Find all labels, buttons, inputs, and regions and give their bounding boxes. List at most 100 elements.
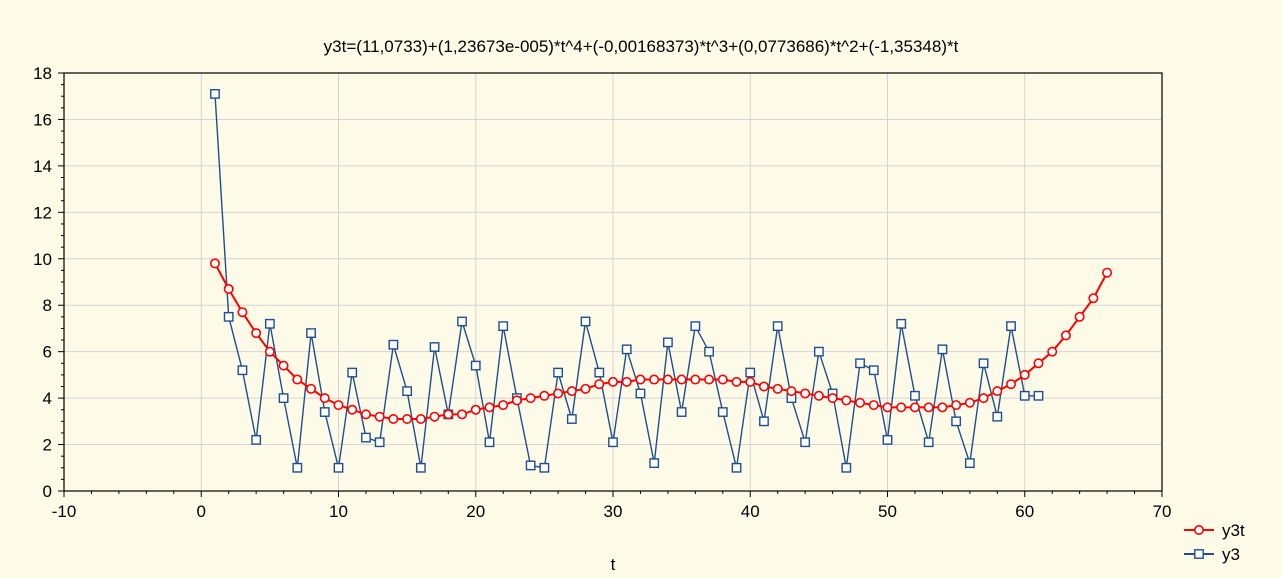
- y-tick-label: 6: [43, 343, 52, 362]
- legend-label-y3: y3: [1222, 545, 1240, 564]
- data-point-y3t: [594, 379, 605, 390]
- data-point-y3t: [1019, 369, 1030, 380]
- data-point-y3t: [635, 374, 646, 385]
- data-point-y3: [347, 367, 358, 378]
- data-point-y3: [553, 367, 564, 378]
- data-point-y3: [772, 321, 783, 332]
- data-point-y3: [635, 388, 646, 399]
- data-point-y3: [429, 342, 440, 352]
- y-tick-label: 14: [33, 157, 52, 176]
- data-point-y3: [621, 344, 632, 355]
- data-point-y3t: [292, 374, 303, 385]
- data-point-y3t: [457, 409, 468, 420]
- data-point-y3: [223, 311, 234, 322]
- y-tick-label: 0: [43, 482, 52, 501]
- data-point-y3t: [223, 283, 234, 294]
- data-point-y3: [855, 358, 865, 369]
- data-point-y3: [731, 462, 742, 473]
- data-point-y3: [663, 337, 673, 348]
- data-point-y3: [882, 435, 893, 445]
- series-y3: [210, 88, 1044, 473]
- x-axis-label: t: [611, 555, 616, 574]
- data-point-y3t: [662, 374, 673, 385]
- data-point-y3t: [607, 376, 618, 387]
- data-point-y3t: [717, 374, 728, 385]
- data-point-y3: [910, 390, 920, 401]
- data-point-y3t: [525, 393, 536, 404]
- data-point-y3t: [347, 404, 358, 415]
- data-point-y3: [566, 414, 577, 424]
- data-point-y3t: [415, 414, 426, 425]
- data-point-y3: [1019, 390, 1030, 401]
- y-tick-label: 12: [33, 203, 52, 222]
- data-point-y3t: [511, 395, 522, 406]
- data-point-y3: [333, 462, 344, 473]
- data-point-y3t: [964, 397, 975, 408]
- data-point-y3t: [992, 386, 1003, 397]
- data-point-y3: [539, 462, 550, 473]
- data-point-y3t: [786, 386, 797, 397]
- data-point-y3t: [1074, 311, 1085, 322]
- data-point-y3: [923, 437, 934, 448]
- data-point-y3: [841, 462, 852, 473]
- data-point-y3t: [800, 388, 811, 399]
- data-point-y3t: [882, 402, 893, 413]
- x-tick-label: 30: [604, 502, 623, 521]
- legend-marker-y3: [1194, 549, 1204, 559]
- x-tick-label: 70: [1153, 502, 1172, 521]
- legend-marker-y3t: [1194, 524, 1205, 535]
- data-point-y3t: [278, 360, 289, 371]
- x-tick-label: 20: [466, 502, 485, 521]
- x-tick-label: 10: [329, 502, 348, 521]
- data-point-y3: [498, 321, 509, 332]
- data-point-y3t: [772, 383, 783, 394]
- data-point-y3t: [333, 400, 344, 411]
- x-tick-label: 50: [878, 502, 897, 521]
- y-tick-label: 4: [43, 389, 52, 408]
- data-point-y3: [1006, 321, 1016, 332]
- data-point-y3t: [1088, 293, 1099, 304]
- data-point-y3: [319, 407, 330, 417]
- data-point-y3: [992, 411, 1003, 422]
- data-point-y3: [415, 462, 426, 473]
- data-point-y3t: [896, 402, 907, 413]
- data-point-y3t: [951, 400, 962, 411]
- data-point-y3t: [909, 402, 920, 413]
- data-point-y3t: [470, 404, 481, 415]
- series-layer: [209, 88, 1113, 473]
- data-point-y3: [896, 318, 907, 329]
- x-tick-label: -10: [52, 502, 77, 521]
- data-point-y3: [676, 407, 687, 417]
- data-point-y3: [292, 462, 303, 473]
- data-point-y3: [951, 416, 962, 427]
- data-point-y3t: [868, 400, 879, 411]
- data-point-y3: [704, 346, 714, 357]
- data-point-y3t: [827, 393, 838, 404]
- data-point-y3: [388, 339, 399, 350]
- data-point-y3: [237, 365, 248, 376]
- data-point-y3: [649, 458, 660, 469]
- data-point-y3: [608, 437, 618, 448]
- data-point-y3: [264, 318, 275, 329]
- data-point-y3: [457, 316, 467, 327]
- data-point-y3: [580, 316, 591, 327]
- data-point-y3t: [539, 390, 550, 401]
- data-point-y3: [1033, 390, 1044, 401]
- data-point-y3: [251, 435, 262, 445]
- data-point-y3t: [553, 388, 564, 399]
- data-point-y3: [361, 432, 371, 443]
- data-point-y3t: [704, 374, 715, 385]
- data-point-y3: [525, 460, 536, 471]
- chart-title: y3t=(11,0733)+(1,23673e-005)*t^4+(-0,001…: [324, 37, 959, 56]
- x-tick-label: 0: [197, 502, 206, 521]
- data-point-y3t: [841, 395, 852, 406]
- data-point-y3: [374, 437, 385, 448]
- data-point-y3t: [937, 402, 948, 413]
- data-point-y3t: [319, 393, 330, 404]
- data-point-y3: [470, 360, 481, 371]
- data-point-y3t: [306, 383, 317, 394]
- data-point-y3t: [813, 390, 824, 401]
- data-point-y3t: [676, 374, 687, 385]
